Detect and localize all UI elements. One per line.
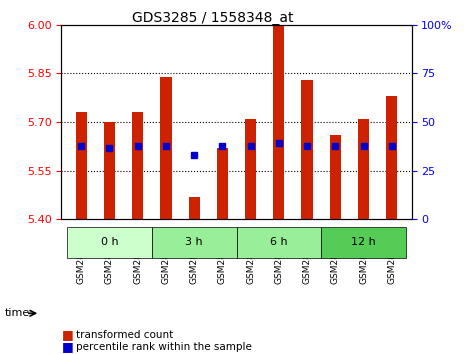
Text: transformed count: transformed count xyxy=(76,330,173,339)
Text: 3 h: 3 h xyxy=(185,238,203,247)
FancyBboxPatch shape xyxy=(321,227,406,258)
Text: 0 h: 0 h xyxy=(101,238,118,247)
Text: percentile rank within the sample: percentile rank within the sample xyxy=(76,342,252,352)
Bar xyxy=(76,112,87,219)
Bar xyxy=(273,25,284,219)
Text: GDS3285 / 1558348_at: GDS3285 / 1558348_at xyxy=(132,11,294,25)
Bar xyxy=(358,119,369,219)
Text: 6 h: 6 h xyxy=(270,238,288,247)
Bar xyxy=(189,197,200,219)
Bar xyxy=(104,122,115,219)
Text: ■: ■ xyxy=(61,341,73,353)
Bar xyxy=(301,80,313,219)
Bar xyxy=(217,148,228,219)
Bar xyxy=(245,119,256,219)
Bar xyxy=(330,135,341,219)
Text: time: time xyxy=(5,308,30,318)
Text: 12 h: 12 h xyxy=(351,238,376,247)
Bar xyxy=(386,96,397,219)
Bar xyxy=(132,112,143,219)
Bar xyxy=(160,77,172,219)
FancyBboxPatch shape xyxy=(67,227,152,258)
Text: ■: ■ xyxy=(61,328,73,341)
FancyBboxPatch shape xyxy=(152,227,236,258)
FancyBboxPatch shape xyxy=(236,227,321,258)
